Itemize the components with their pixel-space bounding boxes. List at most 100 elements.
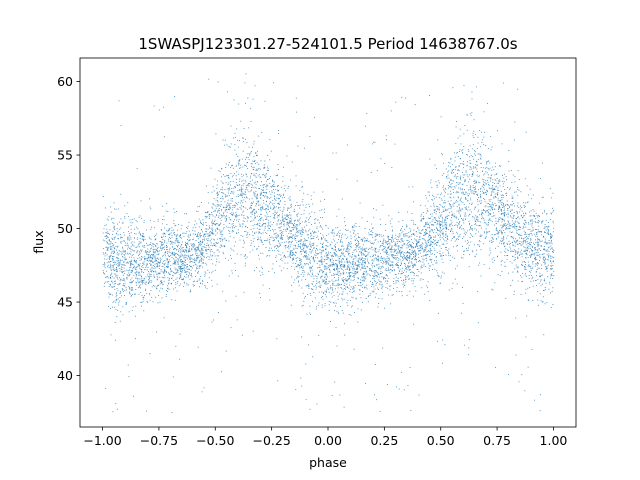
data-point (162, 243, 164, 245)
data-point (224, 237, 226, 239)
data-point (378, 249, 380, 251)
data-point (382, 272, 383, 274)
data-point (116, 316, 118, 318)
data-point (466, 243, 468, 245)
data-point (347, 251, 349, 253)
data-point (192, 233, 194, 235)
data-point (196, 223, 198, 225)
data-point (246, 165, 247, 167)
data-point (499, 240, 501, 242)
data-point (533, 247, 535, 249)
data-point (224, 217, 226, 219)
data-point (385, 286, 387, 288)
data-point (368, 295, 370, 297)
data-point (381, 267, 383, 269)
data-point (332, 232, 334, 234)
data-point (474, 208, 475, 210)
data-point (216, 249, 218, 251)
data-point (287, 229, 288, 230)
data-point (122, 249, 124, 251)
data-point (314, 254, 316, 256)
data-point (264, 196, 265, 198)
data-point (415, 290, 417, 292)
data-point (298, 281, 299, 283)
data-point (388, 269, 389, 271)
data-point (503, 220, 505, 222)
data-point (347, 275, 349, 277)
data-point (274, 195, 276, 197)
data-point (512, 236, 514, 238)
data-point (541, 197, 543, 199)
data-point (481, 215, 483, 217)
data-point (244, 158, 246, 160)
data-point (212, 229, 214, 231)
data-point (337, 256, 339, 258)
data-point (224, 139, 226, 141)
data-point (436, 251, 438, 253)
data-point (122, 256, 124, 258)
data-point (546, 259, 548, 261)
data-point (321, 304, 323, 306)
data-point (264, 160, 266, 162)
data-point (503, 237, 505, 238)
data-point (550, 274, 552, 276)
data-point (190, 274, 192, 276)
data-point (271, 236, 273, 238)
data-point (111, 248, 113, 250)
data-point (126, 262, 128, 264)
data-point (532, 276, 534, 278)
data-point (144, 282, 146, 284)
data-point (210, 242, 212, 244)
data-point (536, 233, 538, 235)
data-point (431, 249, 433, 251)
data-point (389, 220, 391, 222)
data-point (530, 239, 532, 240)
data-point (276, 260, 277, 262)
data-point (290, 252, 292, 254)
data-point (401, 244, 403, 246)
data-point (521, 276, 523, 278)
data-point (270, 208, 272, 210)
data-point (236, 233, 238, 234)
data-point (480, 214, 482, 215)
data-point (536, 254, 538, 256)
data-point (521, 207, 523, 208)
data-point (492, 206, 494, 208)
data-point (517, 205, 519, 207)
data-point (365, 272, 367, 274)
data-point (474, 150, 475, 152)
data-point (253, 208, 255, 210)
data-point (250, 239, 252, 241)
data-point (424, 240, 426, 242)
data-point (124, 283, 126, 285)
data-point (386, 282, 388, 284)
data-point (273, 230, 274, 232)
data-point (506, 195, 507, 196)
data-point (239, 189, 241, 191)
data-point (476, 171, 478, 172)
data-point (291, 203, 293, 205)
data-point (499, 165, 501, 166)
data-point (435, 256, 437, 257)
data-point (402, 273, 404, 275)
data-point (534, 215, 536, 217)
data-point (386, 261, 388, 263)
data-point (545, 268, 547, 270)
data-point (392, 248, 394, 250)
data-point (465, 192, 467, 194)
data-point (109, 240, 110, 242)
data-point (374, 394, 375, 396)
data-point (200, 253, 202, 255)
data-point (530, 275, 532, 276)
data-point (326, 289, 328, 291)
data-point (149, 254, 151, 256)
data-point (392, 266, 394, 268)
data-point (421, 247, 423, 249)
data-point (144, 295, 145, 296)
data-point (168, 282, 170, 284)
data-point (148, 276, 150, 278)
data-point (274, 199, 276, 201)
data-point (173, 247, 175, 249)
data-point (290, 231, 292, 233)
data-point (482, 187, 484, 189)
